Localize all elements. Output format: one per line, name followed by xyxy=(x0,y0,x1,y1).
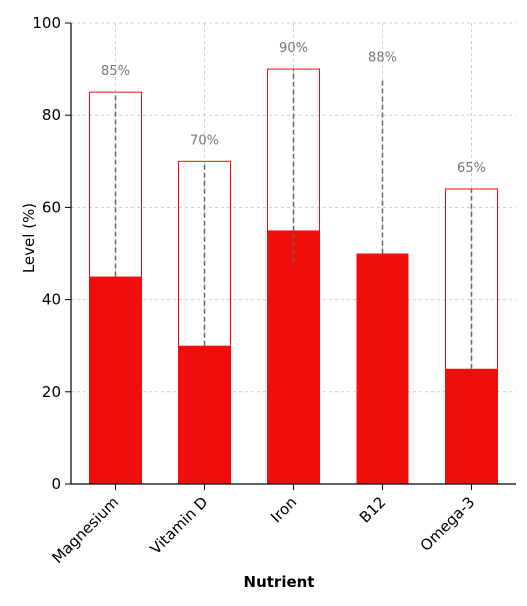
annotation-label: 88% xyxy=(368,50,397,65)
annotation-label: 85% xyxy=(101,64,130,79)
x-tick-label: Omega-3 xyxy=(417,493,479,555)
y-tick-label: 100 xyxy=(32,14,61,32)
annotations: 85% 70% 90% 88% 65% xyxy=(101,41,486,176)
y-tick-label: 0 xyxy=(51,475,61,493)
x-tick-label: Vitamin D xyxy=(146,493,211,558)
x-tick-label: Magnesium xyxy=(48,493,122,567)
y-axis-title: Level (%) xyxy=(20,203,38,273)
x-tick-label: Iron xyxy=(267,493,300,526)
bar xyxy=(445,368,498,484)
filled-bars xyxy=(89,230,498,484)
bar xyxy=(267,230,320,484)
y-tick-label: 80 xyxy=(42,106,61,124)
bar xyxy=(89,276,142,484)
bar xyxy=(356,253,409,484)
bar xyxy=(178,345,231,484)
annotation-label: 65% xyxy=(457,161,486,176)
y-tick-label: 20 xyxy=(42,383,61,401)
x-tick-label: B12 xyxy=(356,493,390,527)
reference-lines xyxy=(114,69,473,369)
x-axis-title: Nutrient xyxy=(244,573,315,591)
annotation-label: 70% xyxy=(190,133,219,148)
y-tick-label: 60 xyxy=(42,198,61,216)
y-tick-label: 40 xyxy=(42,291,61,309)
annotation-label: 90% xyxy=(279,41,308,56)
